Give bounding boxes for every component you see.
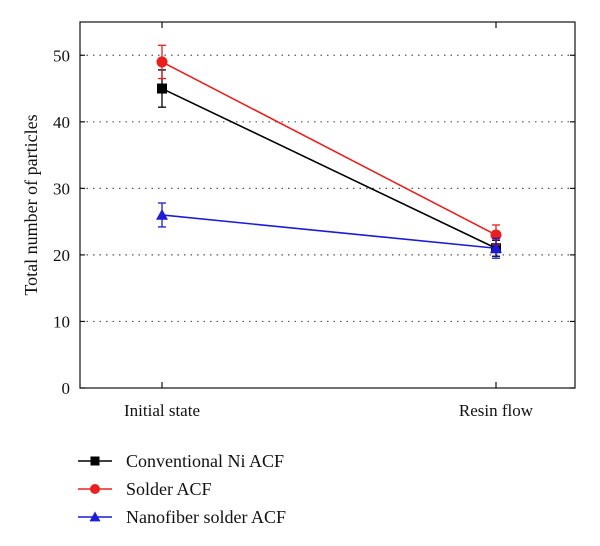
data-point-triangle bbox=[89, 511, 101, 522]
data-point-square bbox=[157, 83, 167, 94]
series-layer bbox=[156, 44, 502, 259]
y-tick-label: 30 bbox=[53, 179, 70, 198]
series-line bbox=[161, 87, 497, 249]
legend-item: Conventional Ni ACF bbox=[78, 451, 284, 471]
y-axis-label: Total number of particles bbox=[21, 114, 41, 295]
data-point-square bbox=[90, 456, 100, 466]
data-point-circle bbox=[156, 56, 168, 68]
series-nanofiber-solder-acf bbox=[156, 202, 502, 259]
plot-frame bbox=[79, 21, 576, 389]
x-tick-label: Initial state bbox=[124, 401, 200, 420]
y-axis: 0 10 20 30 40 50 bbox=[53, 46, 575, 398]
legend-label: Conventional Ni ACF bbox=[126, 451, 284, 471]
data-point-circle bbox=[90, 484, 100, 494]
legend-item: Solder ACF bbox=[78, 479, 212, 499]
y-tick-label: 40 bbox=[53, 113, 70, 132]
x-axis: Initial state Resin flow bbox=[124, 22, 534, 420]
data-point-triangle bbox=[490, 242, 502, 254]
series-conventional-ni-acf bbox=[157, 69, 501, 257]
data-point-triangle bbox=[156, 208, 168, 220]
series-solder-acf bbox=[156, 44, 502, 246]
legend-label: Solder ACF bbox=[126, 479, 212, 499]
legend-item: Nanofiber solder ACF bbox=[78, 507, 286, 527]
grid-lines bbox=[80, 54, 575, 323]
y-tick-label: 10 bbox=[53, 312, 70, 331]
x-tick-label: Resin flow bbox=[459, 401, 534, 420]
y-tick-label: 0 bbox=[62, 379, 71, 398]
series-line bbox=[161, 214, 497, 250]
y-tick-label: 50 bbox=[53, 46, 70, 65]
legend: Conventional Ni ACF Solder ACF Nanofiber s… bbox=[78, 451, 286, 527]
legend-label: Nanofiber solder ACF bbox=[126, 507, 286, 527]
y-tick-label: 20 bbox=[53, 246, 70, 265]
series-line bbox=[161, 61, 497, 236]
